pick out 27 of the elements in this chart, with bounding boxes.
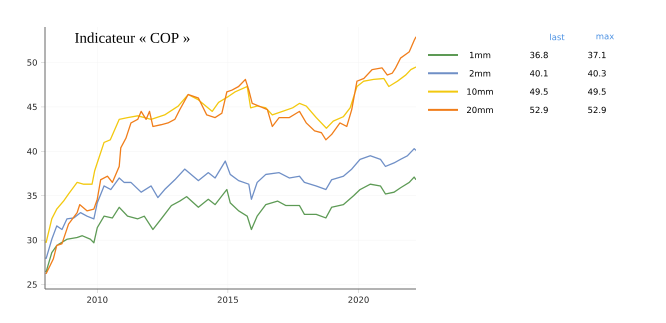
text: 40.1	[530, 70, 548, 77]
text: 49.5	[588, 88, 606, 95]
text: 37.1	[588, 52, 606, 58]
text: 49.5	[530, 88, 548, 95]
text: 52.9	[588, 106, 606, 114]
legend-label: 1mm	[470, 52, 490, 58]
text: 52.9	[530, 106, 548, 114]
text: last	[550, 34, 564, 40]
x-tick-label: 2015	[218, 296, 238, 303]
legend-label: 10mm	[467, 88, 493, 95]
text: max	[596, 34, 614, 40]
text: 36.8	[530, 52, 548, 58]
line-series	[45, 148, 416, 260]
y-tick-label: 40	[27, 148, 37, 155]
y-tick-label: 45	[27, 104, 37, 110]
y-tick-label: 30	[27, 236, 37, 244]
y-tick-label: 25	[27, 281, 37, 288]
line-series	[45, 66, 416, 244]
legend-label: 2mm	[470, 70, 490, 76]
legend-label: 20mm	[466, 106, 493, 114]
x-tick-label: 2020	[348, 296, 369, 303]
text: 40.3	[588, 70, 606, 77]
chart-title: Indicateur « COP »	[75, 32, 190, 43]
line-series	[45, 176, 416, 273]
x-tick-label: 2010	[87, 296, 108, 303]
y-tick-label: 35	[27, 192, 37, 199]
y-tick-label: 50	[27, 59, 37, 66]
